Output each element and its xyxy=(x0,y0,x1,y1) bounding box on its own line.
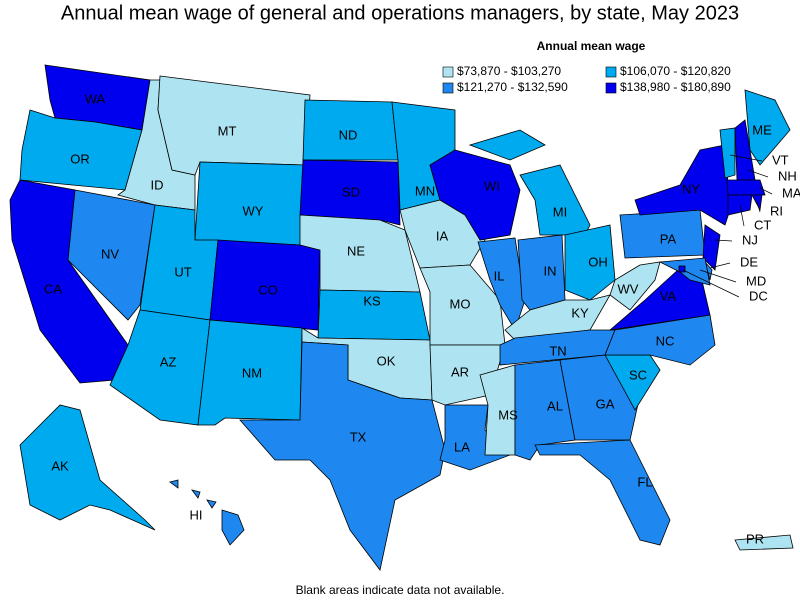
state-label: NH xyxy=(778,168,797,183)
state-label: NY xyxy=(682,181,700,196)
state-label: CO xyxy=(258,282,278,297)
state-label: MA xyxy=(782,185,800,200)
leader-line xyxy=(759,187,773,195)
state-label: VA xyxy=(660,288,677,303)
legend-title: Annual mean wage xyxy=(537,39,646,53)
state xyxy=(734,534,794,551)
state-label: NC xyxy=(656,333,675,348)
state xyxy=(726,179,766,196)
state-label: NE xyxy=(347,243,365,258)
leader-line xyxy=(739,204,745,227)
map-title: Annual mean wage of general and operatio… xyxy=(61,2,739,24)
state-label: TN xyxy=(549,343,566,358)
state xyxy=(299,159,401,226)
legend-label: $138,980 - $180,890 xyxy=(620,80,731,94)
state-label: TX xyxy=(350,429,367,444)
state xyxy=(169,479,245,546)
state-label: UT xyxy=(174,264,191,279)
state-label: ME xyxy=(752,122,772,137)
state-label: AZ xyxy=(160,354,177,369)
state-label: OK xyxy=(377,353,396,368)
leader-line xyxy=(709,262,731,269)
state-label: LA xyxy=(454,439,470,454)
legend-swatch xyxy=(442,82,454,94)
state-label: MT xyxy=(218,123,237,138)
state-label: AL xyxy=(547,398,563,413)
state-label: IN xyxy=(544,263,557,278)
state-label: VT xyxy=(772,152,789,167)
leader-line xyxy=(756,201,761,213)
state-label: NJ xyxy=(742,232,758,247)
state-label: MD xyxy=(746,273,766,288)
state-label: RI xyxy=(770,203,783,218)
state xyxy=(744,89,791,166)
leader-line xyxy=(714,239,733,242)
state-label: PA xyxy=(660,231,677,246)
state-label: PR xyxy=(746,531,764,546)
state-label: AK xyxy=(51,458,69,473)
state-label: MS xyxy=(498,407,518,422)
state-label: MO xyxy=(450,296,471,311)
state xyxy=(719,127,736,179)
state xyxy=(67,189,156,321)
legend-swatch xyxy=(442,66,454,78)
state xyxy=(479,364,516,456)
state xyxy=(564,224,616,301)
state-label: GA xyxy=(596,396,615,411)
state-label: CA xyxy=(44,281,62,296)
state-label: SD xyxy=(342,184,360,199)
state-label: OH xyxy=(588,254,608,269)
leader-line xyxy=(682,269,740,298)
footnote: Blank areas indicate data not available. xyxy=(296,583,505,597)
leader-line xyxy=(747,169,769,178)
state xyxy=(702,224,721,271)
state-label: MI xyxy=(553,204,567,219)
state xyxy=(678,265,686,273)
state xyxy=(429,149,521,241)
state-label: DE xyxy=(740,254,758,269)
state xyxy=(209,239,321,331)
state-label: CT xyxy=(754,217,771,232)
state-label: MN xyxy=(415,183,435,198)
state-label: FL xyxy=(637,474,652,489)
state xyxy=(517,234,566,311)
legend-label: $73,870 - $103,270 xyxy=(457,64,561,78)
state-label: WV xyxy=(618,281,639,296)
legend-swatch xyxy=(605,66,617,78)
leader-line xyxy=(699,269,737,283)
state-label: IL xyxy=(494,268,505,283)
state-label: ND xyxy=(339,127,358,142)
state-label: DC xyxy=(749,288,768,303)
state-label: OR xyxy=(70,151,90,166)
state-label: WY xyxy=(243,203,264,218)
state xyxy=(239,341,446,571)
state-label: SC xyxy=(629,367,647,382)
state-label: AR xyxy=(451,364,469,379)
state-label: IA xyxy=(436,228,449,243)
legend-label: $121,270 - $132,590 xyxy=(457,80,568,94)
state-label: NV xyxy=(101,246,119,261)
state xyxy=(19,404,156,531)
state-label: WA xyxy=(85,91,106,106)
legend-label: $106,070 - $120,820 xyxy=(620,64,731,78)
leader-line xyxy=(729,154,763,162)
state-label: KY xyxy=(571,305,589,320)
state-label: WI xyxy=(484,178,500,193)
state-label: ID xyxy=(151,177,164,192)
state-label: NM xyxy=(242,365,262,380)
state-label: KS xyxy=(363,293,381,308)
legend-swatch xyxy=(605,82,617,94)
state-label: HI xyxy=(190,507,203,522)
state xyxy=(534,439,671,546)
